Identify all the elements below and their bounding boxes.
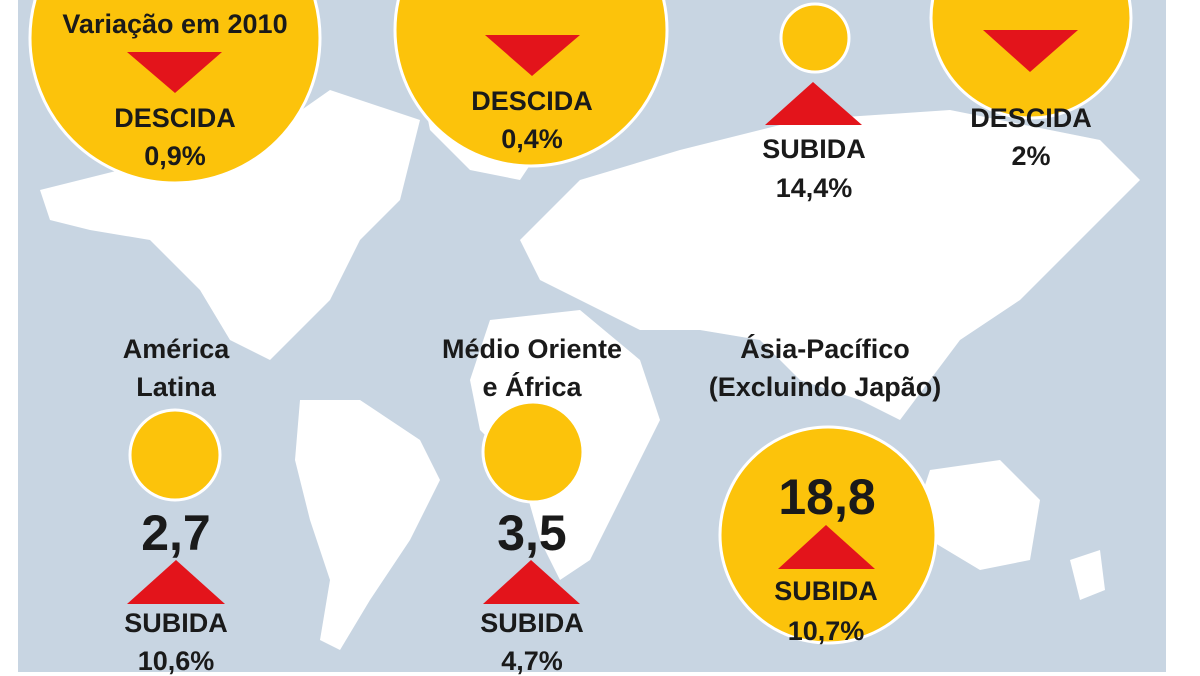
change: 0,4% xyxy=(501,124,563,154)
value: 2,7 xyxy=(141,505,211,561)
direction: SUBIDA xyxy=(774,576,878,606)
bubble xyxy=(481,400,585,504)
value: 18,8 xyxy=(778,469,875,525)
region-name: Latina xyxy=(136,372,216,402)
change: 14,4% xyxy=(776,173,853,203)
up-arrow xyxy=(778,525,875,569)
down-arrow xyxy=(485,35,580,76)
up-arrow xyxy=(765,82,862,125)
region-name: (Excluindo Japão) xyxy=(709,372,942,402)
direction: DESCIDA xyxy=(471,86,593,116)
region-name: América xyxy=(123,334,231,364)
up-arrow xyxy=(483,560,580,604)
change: 0,9% xyxy=(144,141,206,171)
heading: Variação em 2010 xyxy=(62,9,287,39)
value: 3,5 xyxy=(497,505,567,561)
change: 2% xyxy=(1011,141,1050,171)
bubble xyxy=(128,408,222,502)
change: 4,7% xyxy=(501,646,563,676)
down-arrow xyxy=(983,30,1078,72)
bubble xyxy=(393,0,669,168)
change: 10,7% xyxy=(788,616,865,646)
direction: SUBIDA xyxy=(124,608,228,638)
direction: SUBIDA xyxy=(480,608,584,638)
bubble xyxy=(779,2,851,74)
region-name: Ásia-Pacífico xyxy=(740,333,910,364)
direction: DESCIDA xyxy=(970,103,1092,133)
down-arrow xyxy=(127,52,222,93)
region-name: Médio Oriente xyxy=(442,334,622,364)
change: 10,6% xyxy=(138,646,215,676)
direction: SUBIDA xyxy=(762,134,866,164)
region-name: e África xyxy=(482,371,582,402)
up-arrow xyxy=(127,560,225,604)
direction: DESCIDA xyxy=(114,103,236,133)
